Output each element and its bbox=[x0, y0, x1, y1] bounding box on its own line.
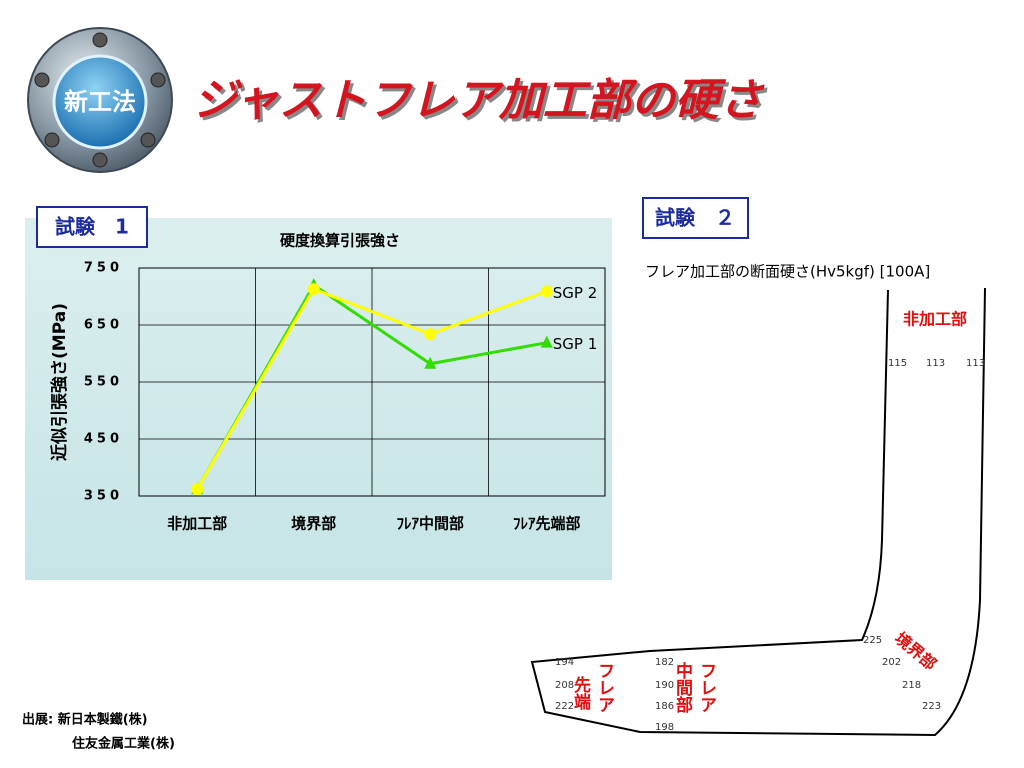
marker bbox=[424, 356, 437, 369]
label-mid: 中間部 bbox=[672, 661, 693, 714]
chart-title: 硬度換算引張強さ bbox=[280, 232, 400, 250]
badge-core bbox=[52, 54, 148, 150]
title: ジャストフレア加工部の硬さ bbox=[193, 75, 765, 126]
y-tick-label: 750 bbox=[84, 261, 123, 276]
diagram-caption: フレア加工部の断面硬さ(Hv5kgf) [100A] bbox=[645, 263, 930, 281]
chart-panel bbox=[25, 218, 612, 580]
hardness: 225 bbox=[863, 635, 882, 646]
hardness: 208 bbox=[555, 680, 574, 691]
hardness: 222 bbox=[555, 701, 574, 712]
marker bbox=[307, 283, 320, 296]
label-tip: フレア bbox=[594, 662, 614, 713]
label-mid: フレア bbox=[696, 662, 716, 713]
marker bbox=[191, 483, 204, 496]
marker bbox=[424, 328, 437, 341]
series-label: SGP 1 bbox=[553, 335, 598, 353]
hardness: 186 bbox=[655, 701, 674, 712]
source: 住友金属工業(株) bbox=[72, 736, 175, 752]
test1-label: 試験 1 bbox=[55, 215, 129, 239]
y-tick-label: 450 bbox=[84, 432, 123, 447]
x-tick-label: 境界部 bbox=[291, 515, 336, 533]
badge-text: 新工法 bbox=[64, 88, 136, 116]
label-tip: 先端 bbox=[570, 675, 591, 711]
cross-section bbox=[530, 287, 986, 737]
x-tick-label: 非加工部 bbox=[167, 515, 227, 533]
hardness: 115 bbox=[888, 358, 907, 369]
hardness: 198 bbox=[655, 722, 674, 733]
y-axis-label: 近似引張強さ(MPa) bbox=[49, 303, 70, 461]
test2-label: 試験 ２ bbox=[655, 206, 735, 230]
hardness: 223 bbox=[922, 701, 941, 712]
label-base: 非加工部 bbox=[903, 310, 967, 329]
y-tick-label: 350 bbox=[84, 489, 123, 504]
hardness: 194 bbox=[555, 657, 574, 668]
badge-bolts bbox=[34, 32, 166, 168]
series-label: SGP 2 bbox=[553, 284, 598, 302]
y-tick-label: 650 bbox=[84, 318, 123, 333]
chart: 350 450 550 650 750 非加工部 境界部 ﾌﾚｱ中間部 ﾌﾚｱ先端部 SGP 1 S… bbox=[84, 261, 606, 533]
hardness: 202 bbox=[882, 657, 901, 668]
y-tick-label: 550 bbox=[84, 375, 123, 390]
x-tick-label: ﾌﾚｱ中間部 bbox=[396, 515, 464, 533]
test2-box bbox=[642, 197, 749, 239]
hardness: 113 bbox=[966, 358, 985, 369]
series-line bbox=[195, 287, 548, 490]
marker bbox=[540, 285, 553, 298]
source: 出展: 新日本製鐵(株) bbox=[22, 712, 148, 728]
hardness-values: 115 113 113 225 202 218 223 194 208 222 … bbox=[555, 358, 985, 733]
test1-box bbox=[36, 206, 148, 248]
hardness: 113 bbox=[926, 358, 945, 369]
hardness: 190 bbox=[655, 680, 674, 691]
title-shadow: ジャストフレア加工部の硬さ bbox=[196, 78, 768, 129]
marker bbox=[540, 335, 553, 348]
x-tick-label: ﾌﾚｱ先端部 bbox=[513, 515, 581, 533]
hardness: 182 bbox=[655, 657, 674, 668]
hardness: 218 bbox=[902, 680, 921, 691]
